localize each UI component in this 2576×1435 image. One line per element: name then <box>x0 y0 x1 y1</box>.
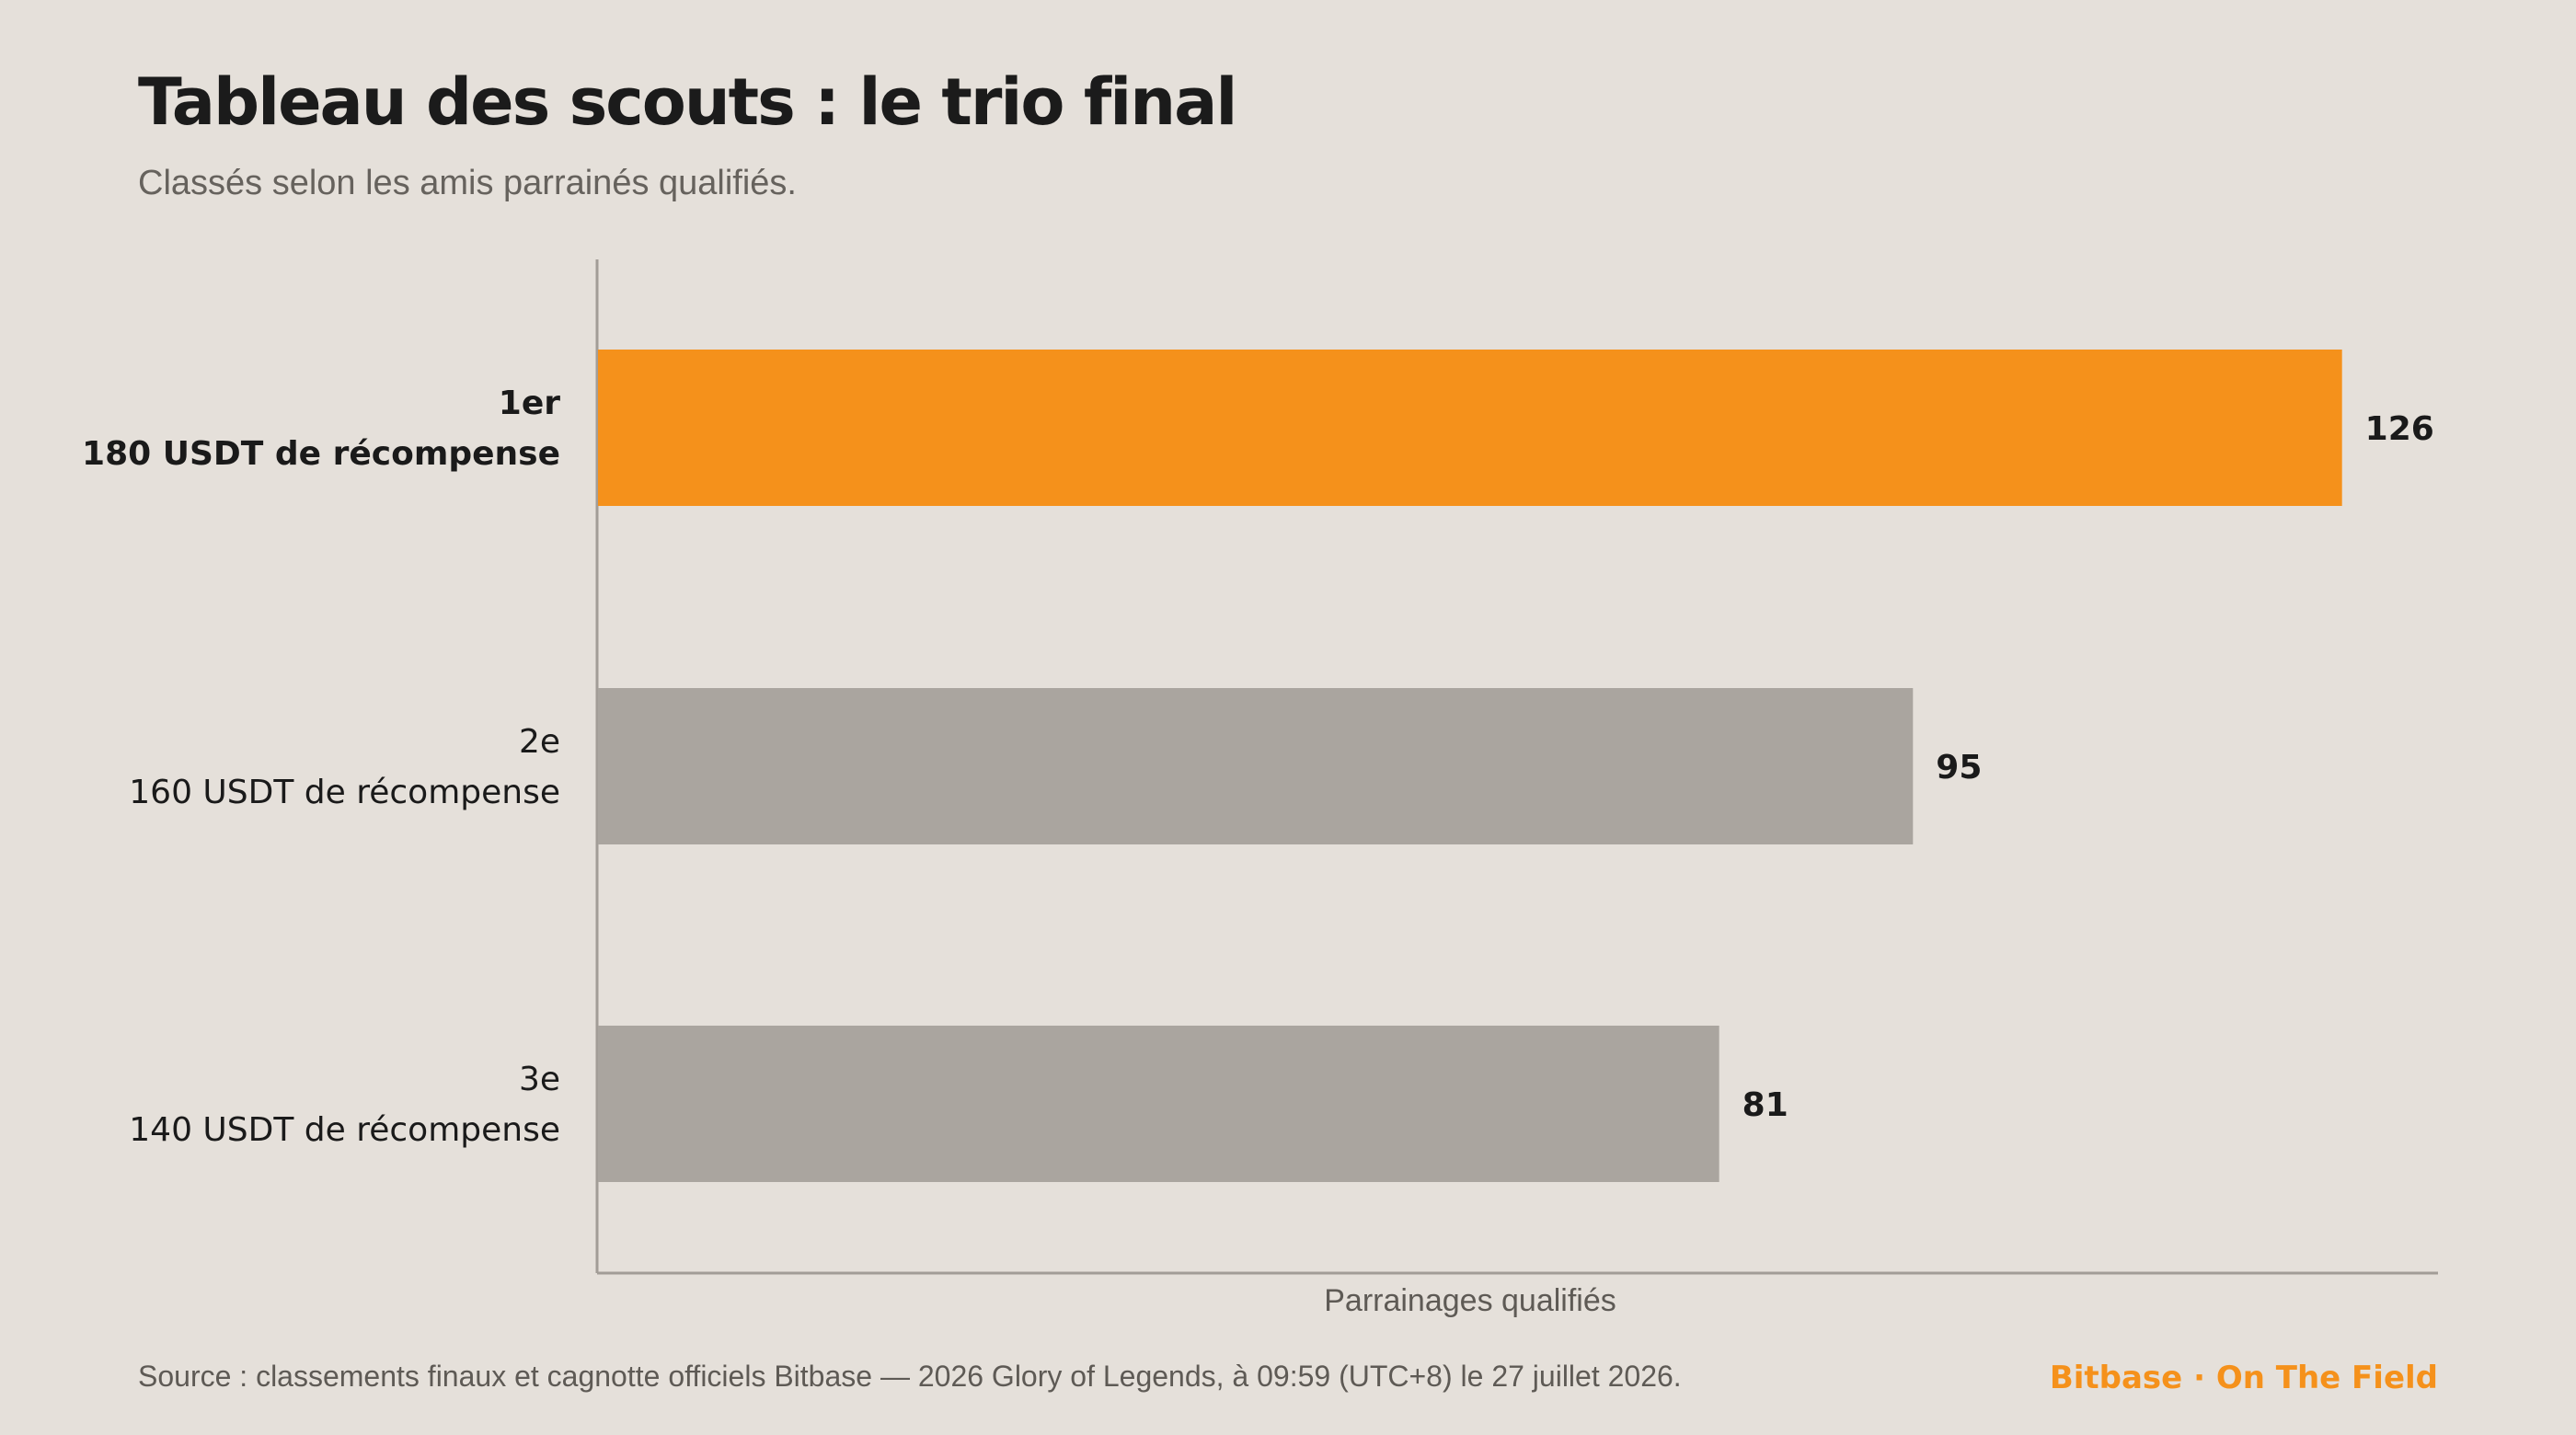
source-note: Source : classements finaux et cagnotte … <box>138 1360 1682 1393</box>
bar-1 <box>598 350 2342 506</box>
category-rank-label: 3e <box>519 1061 560 1098</box>
chart-title: Tableau des scouts : le trio final <box>138 64 1237 140</box>
bar-value-label: 126 <box>2365 410 2434 448</box>
bar-value-label: 95 <box>1936 749 1982 786</box>
bar-value-label: 81 <box>1742 1086 1788 1124</box>
brand-label: Bitbase · On The Field <box>2049 1360 2438 1396</box>
category-reward-label: 160 USDT de récompense <box>129 774 560 811</box>
bar-3 <box>598 1026 1719 1182</box>
x-axis-title: Parrainages qualifiés <box>1324 1283 1616 1318</box>
category-rank-label: 1er <box>499 385 560 422</box>
bar-2 <box>598 688 1914 844</box>
category-reward-label: 180 USDT de récompense <box>82 435 560 473</box>
chart-subtitle: Classés selon les amis parrainés qualifi… <box>138 164 797 202</box>
category-rank-label: 2e <box>519 723 560 761</box>
category-reward-label: 140 USDT de récompense <box>129 1111 560 1149</box>
